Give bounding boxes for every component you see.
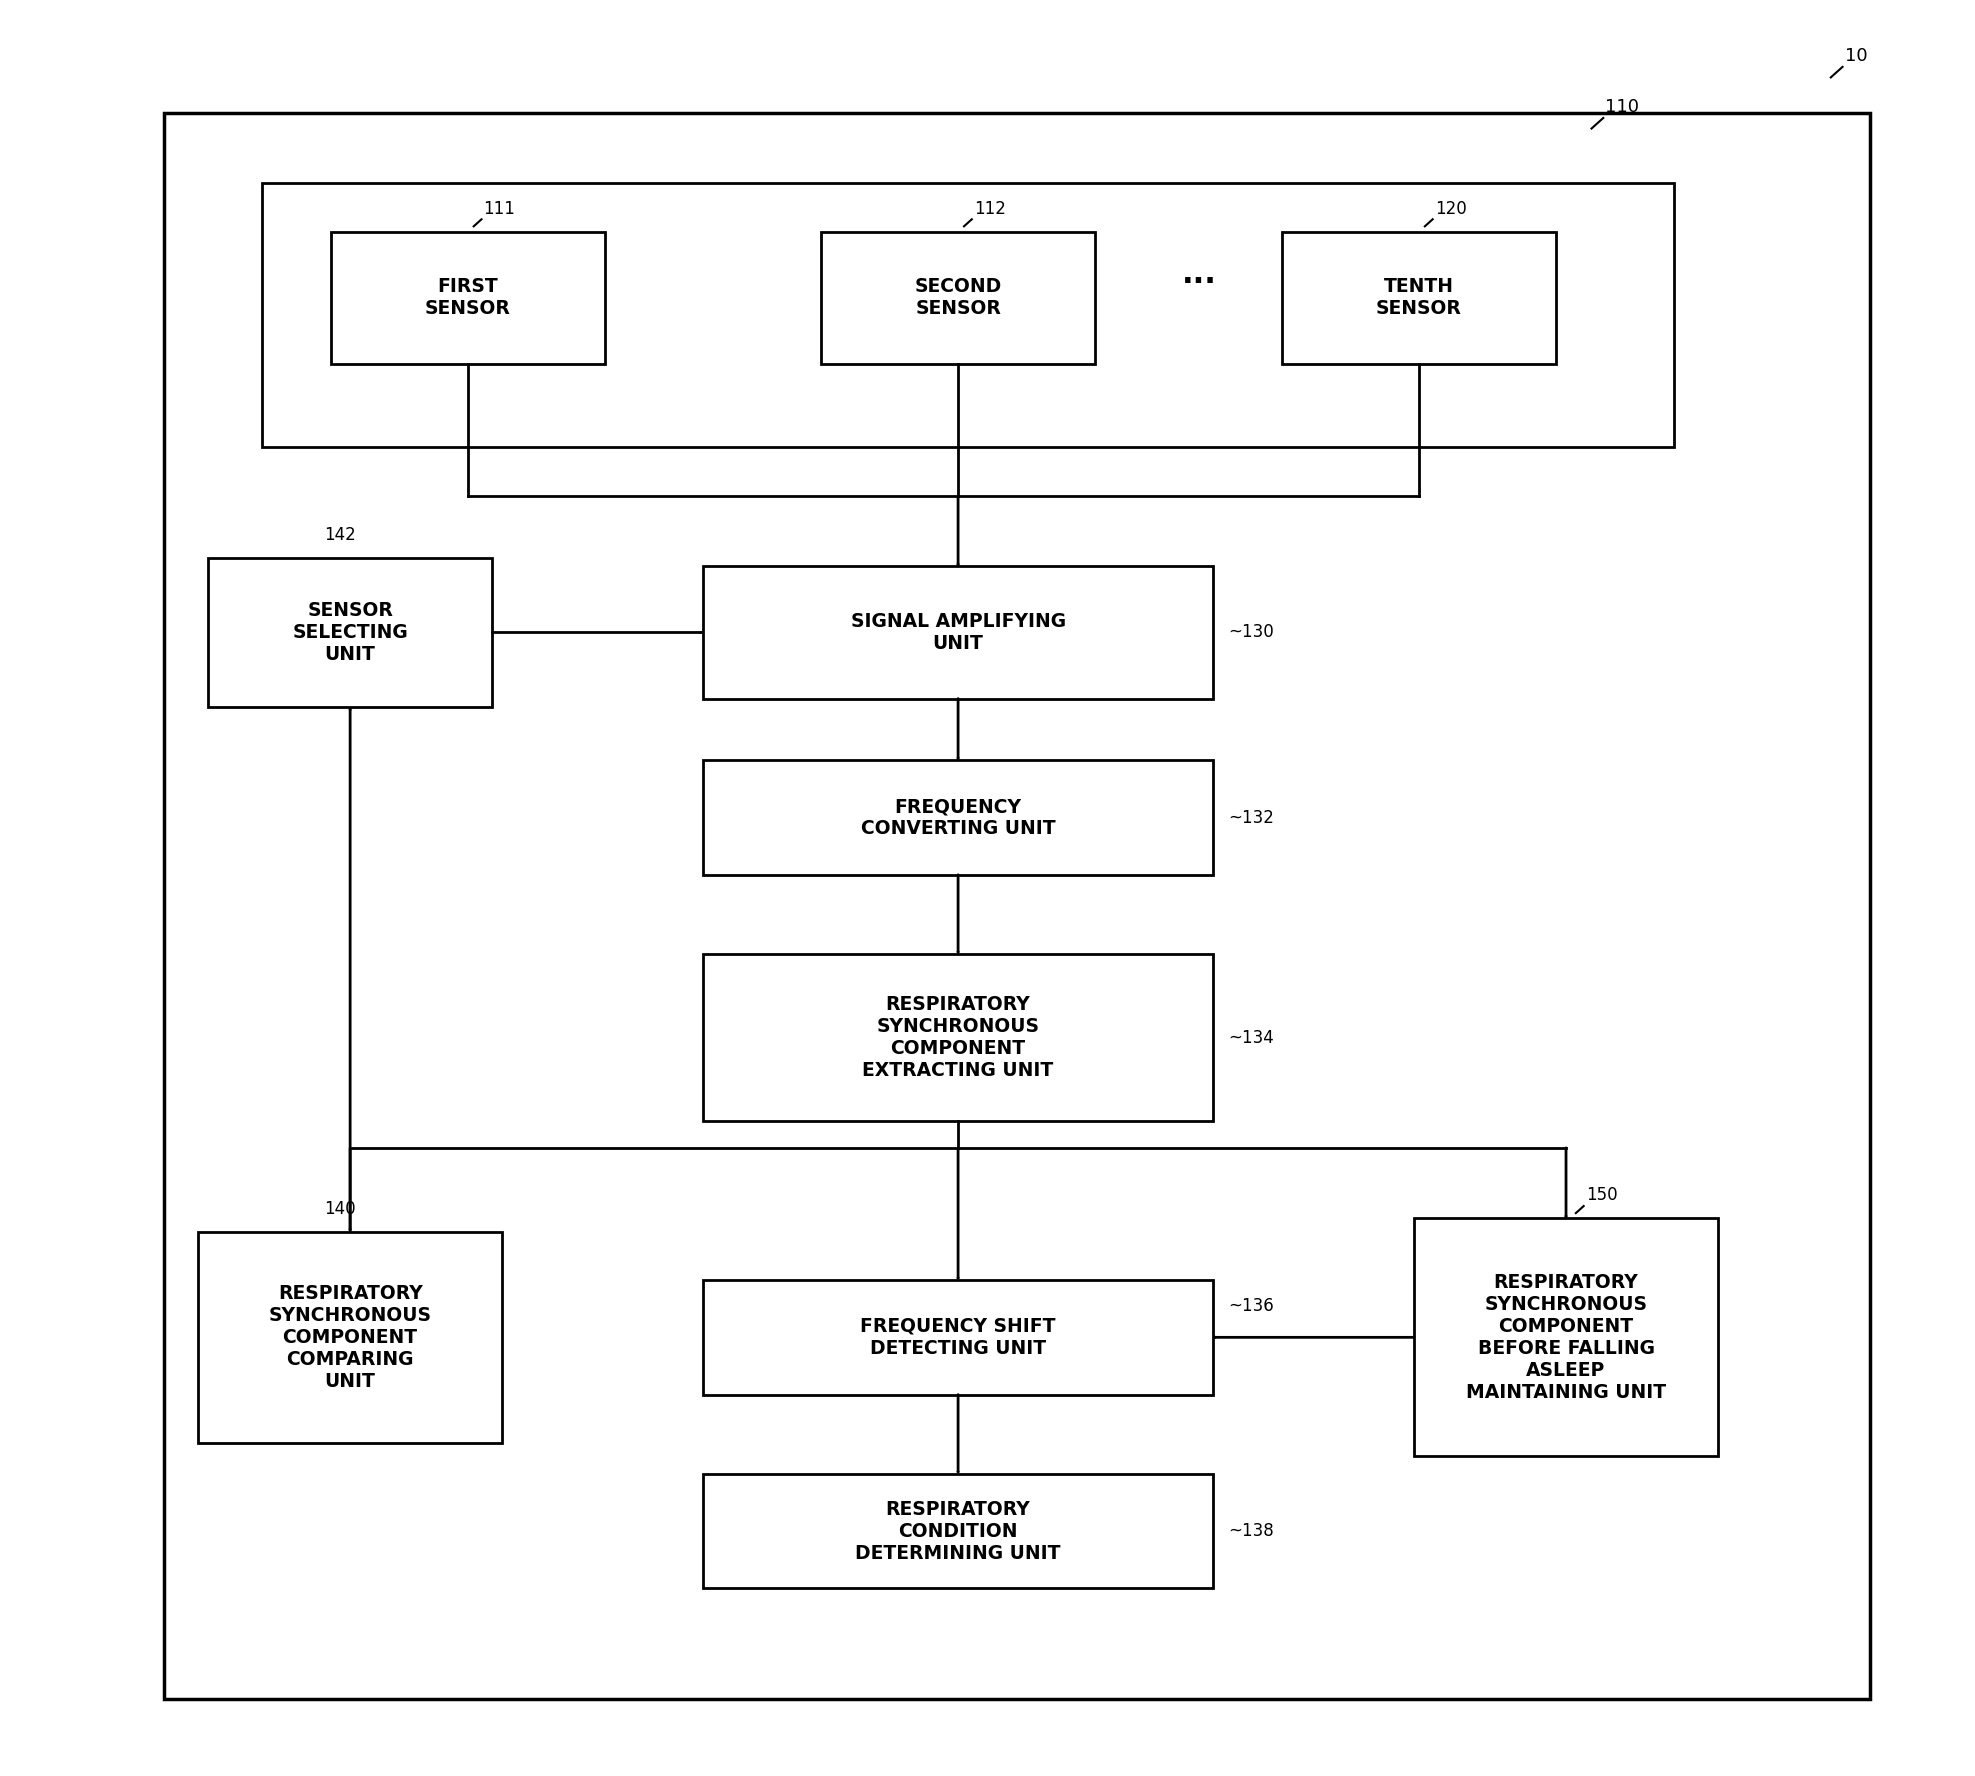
Text: TENTH
SENSOR: TENTH SENSOR <box>1377 277 1462 318</box>
FancyBboxPatch shape <box>330 231 604 364</box>
Text: ...: ... <box>1181 261 1217 289</box>
FancyBboxPatch shape <box>822 231 1096 364</box>
Text: FREQUENCY SHIFT
DETECTING UNIT: FREQUENCY SHIFT DETECTING UNIT <box>861 1316 1057 1359</box>
FancyBboxPatch shape <box>1414 1218 1718 1456</box>
FancyBboxPatch shape <box>198 1231 502 1444</box>
FancyBboxPatch shape <box>703 760 1213 876</box>
Text: 142: 142 <box>324 526 356 543</box>
Text: 150: 150 <box>1586 1186 1618 1204</box>
Text: SECOND
SENSOR: SECOND SENSOR <box>914 277 1001 318</box>
Text: 10: 10 <box>1845 48 1866 66</box>
Text: ~132: ~132 <box>1228 808 1274 826</box>
Text: 110: 110 <box>1606 98 1639 115</box>
Text: SIGNAL AMPLIFYING
UNIT: SIGNAL AMPLIFYING UNIT <box>851 613 1066 654</box>
Text: ~136: ~136 <box>1228 1296 1274 1314</box>
Text: FIRST
SENSOR: FIRST SENSOR <box>425 277 512 318</box>
Text: FREQUENCY
CONVERTING UNIT: FREQUENCY CONVERTING UNIT <box>861 797 1055 838</box>
FancyBboxPatch shape <box>164 112 1870 1698</box>
FancyBboxPatch shape <box>703 567 1213 698</box>
Text: ~134: ~134 <box>1228 1028 1274 1046</box>
FancyBboxPatch shape <box>703 1280 1213 1394</box>
Text: ~130: ~130 <box>1228 623 1274 641</box>
Text: RESPIRATORY
SYNCHRONOUS
COMPONENT
BEFORE FALLING
ASLEEP
MAINTAINING UNIT: RESPIRATORY SYNCHRONOUS COMPONENT BEFORE… <box>1465 1273 1667 1401</box>
Text: SENSOR
SELECTING
UNIT: SENSOR SELECTING UNIT <box>292 600 409 664</box>
Text: 112: 112 <box>974 199 1005 217</box>
Text: ~138: ~138 <box>1228 1522 1274 1540</box>
Text: 140: 140 <box>324 1199 356 1218</box>
FancyBboxPatch shape <box>703 954 1213 1121</box>
Text: RESPIRATORY
SYNCHRONOUS
COMPONENT
COMPARING
UNIT: RESPIRATORY SYNCHRONOUS COMPONENT COMPAR… <box>269 1284 433 1391</box>
Text: RESPIRATORY
SYNCHRONOUS
COMPONENT
EXTRACTING UNIT: RESPIRATORY SYNCHRONOUS COMPONENT EXTRAC… <box>863 995 1055 1080</box>
FancyBboxPatch shape <box>1282 231 1556 364</box>
Text: 111: 111 <box>484 199 515 217</box>
Text: RESPIRATORY
CONDITION
DETERMINING UNIT: RESPIRATORY CONDITION DETERMINING UNIT <box>855 1499 1061 1563</box>
Text: 120: 120 <box>1434 199 1465 217</box>
FancyBboxPatch shape <box>207 558 492 707</box>
FancyBboxPatch shape <box>703 1474 1213 1588</box>
FancyBboxPatch shape <box>263 183 1675 448</box>
